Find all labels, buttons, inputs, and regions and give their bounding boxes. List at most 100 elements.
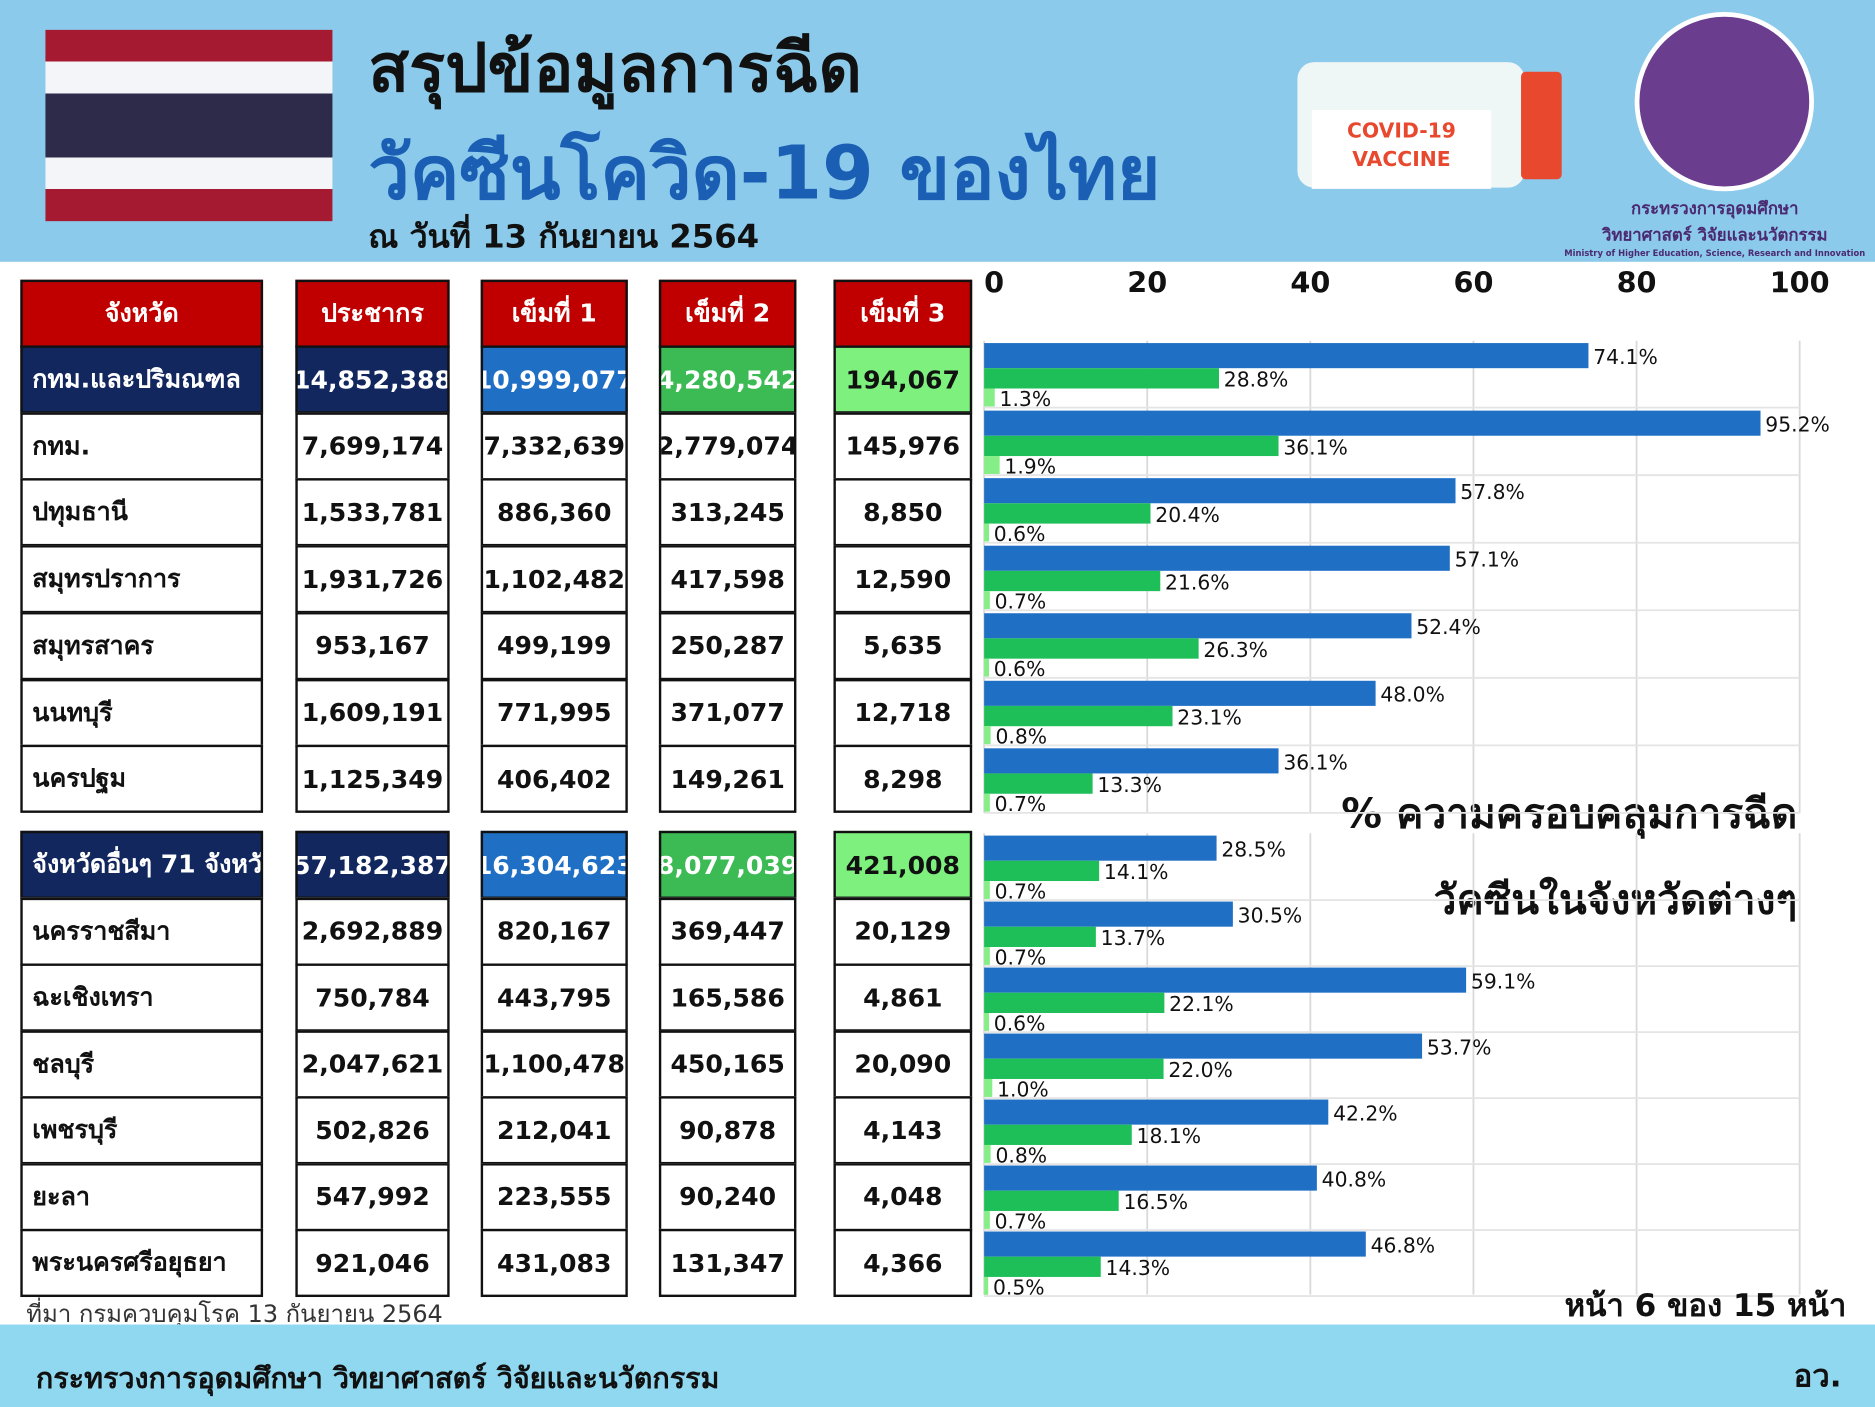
vaccine-label: VACCINE: [1352, 148, 1451, 173]
table-cell: 250,287: [658, 611, 797, 680]
bar: [984, 835, 1217, 861]
value-label: 57.8%: [1460, 480, 1525, 504]
bar: [984, 523, 990, 542]
table-cell: 8,077,039: [658, 830, 797, 899]
table-cell: ประชากร: [295, 279, 450, 348]
value-label: 13.7%: [1101, 926, 1166, 950]
x-tick-label: 80: [1617, 266, 1657, 300]
table-cell: 750,784: [295, 963, 450, 1032]
bar: [984, 705, 1173, 727]
table-cell: ยะลา: [20, 1162, 264, 1231]
bar: [984, 726, 991, 745]
table-cell: 431,083: [480, 1228, 628, 1298]
table-cell: 921,046: [295, 1228, 450, 1298]
bar: [984, 478, 1456, 504]
bar: [984, 503, 1151, 524]
bar: [984, 1078, 993, 1097]
vaccine-label: COVID-19: [1347, 119, 1456, 144]
table-cell: 953,167: [295, 611, 450, 680]
table-cell: 149,261: [658, 744, 797, 814]
bar: [984, 410, 1761, 436]
date: ณ วันที่ 13 กันยายน 2564: [368, 218, 760, 256]
table-cell: 212,041: [480, 1096, 628, 1165]
value-label: 40.8%: [1322, 1167, 1387, 1191]
table-cell: 417,598: [658, 545, 797, 614]
value-label: 28.8%: [1224, 368, 1289, 392]
table-cell: นนทบุรี: [20, 678, 264, 747]
bar: [984, 793, 990, 812]
value-label: 52.4%: [1416, 615, 1481, 639]
vaccine-cap: [1521, 71, 1562, 180]
table-cell: 90,878: [658, 1096, 797, 1165]
footer-ministry: กระทรวงการอุดมศึกษา วิทยาศาสตร์ วิจัยและ…: [35, 1361, 720, 1396]
value-label: 36.1%: [1283, 750, 1348, 774]
value-label: 28.5%: [1221, 838, 1286, 862]
value-label: 46.8%: [1371, 1233, 1436, 1257]
bar: [984, 1099, 1329, 1125]
table-cell: 1,102,482: [480, 545, 628, 614]
bar: [984, 748, 1279, 774]
value-label: 1.0%: [997, 1077, 1049, 1101]
table-cell: 16,304,623: [480, 830, 628, 899]
value-label: 36.1%: [1283, 435, 1348, 459]
value-label: 22.0%: [1168, 1058, 1233, 1082]
value-label: 95.2%: [1765, 413, 1830, 437]
table-cell: 4,143: [833, 1096, 973, 1165]
table-cell: 371,077: [658, 678, 797, 747]
table-cell: 12,590: [833, 545, 973, 614]
bar: [984, 1144, 991, 1163]
value-label: 0.6%: [994, 657, 1046, 681]
value-label: 0.6%: [994, 522, 1046, 546]
bar: [984, 1165, 1317, 1191]
bar: [984, 658, 990, 677]
value-label: 0.7%: [995, 589, 1047, 613]
value-label: 0.8%: [995, 725, 1047, 749]
bar: [984, 1033, 1423, 1059]
bar: [984, 901, 1233, 927]
bar: [984, 1058, 1164, 1079]
bar: [984, 456, 1000, 474]
bar: [984, 967, 1467, 993]
bar: [984, 860, 1100, 882]
x-tick-label: 20: [1127, 266, 1167, 300]
page-number: หน้า 6 ของ 15 หน้า: [1564, 1288, 1847, 1325]
bar: [984, 992, 1165, 1013]
table-cell: 2,692,889: [295, 897, 450, 966]
subtitle: วัคซีนโควิด-19 ของไทย: [368, 129, 1161, 217]
value-label: 59.1%: [1471, 970, 1536, 994]
table-cell: จังหวัดอื่นๆ 71 จังหวัด: [20, 830, 264, 899]
ministry-en: Ministry of Higher Education, Science, R…: [1564, 248, 1866, 259]
value-label: 0.8%: [995, 1143, 1047, 1167]
value-label: 26.3%: [1203, 638, 1268, 662]
value-label: 0.7%: [995, 879, 1047, 903]
table-cell: 1,931,726: [295, 545, 450, 614]
bar: [984, 1012, 990, 1031]
x-tick-label: 60: [1453, 266, 1493, 300]
table-cell: 547,992: [295, 1162, 450, 1231]
bar: [984, 368, 1220, 389]
table-cell: 1,533,781: [295, 478, 450, 547]
table-cell: พระนครศรีอยุธยา: [20, 1228, 264, 1298]
table-cell: 8,298: [833, 744, 973, 814]
value-label: 48.0%: [1380, 683, 1445, 707]
footer-abbr: อว.: [1793, 1359, 1842, 1396]
value-label: 20.4%: [1155, 503, 1220, 527]
table-cell: 2,779,074: [658, 412, 797, 481]
vaccine-bottle: COVID-19 VACCINE: [1297, 62, 1525, 189]
bar: [984, 591, 990, 610]
value-label: 0.7%: [995, 1209, 1047, 1233]
title: สรุปข้อมูลการฉีด: [368, 29, 863, 108]
bar: [984, 1256, 1101, 1277]
table-cell: 57,182,387: [295, 830, 450, 899]
table-cell: 1,609,191: [295, 678, 450, 747]
value-label: 0.5%: [993, 1275, 1045, 1299]
x-tick-label: 0: [984, 266, 1004, 300]
value-label: 21.6%: [1165, 570, 1230, 594]
table-cell: 886,360: [480, 478, 628, 547]
bar: [984, 613, 1412, 639]
value-label: 1.3%: [1000, 387, 1052, 411]
x-tick-label: 100: [1770, 266, 1830, 300]
bar: [984, 343, 1589, 369]
